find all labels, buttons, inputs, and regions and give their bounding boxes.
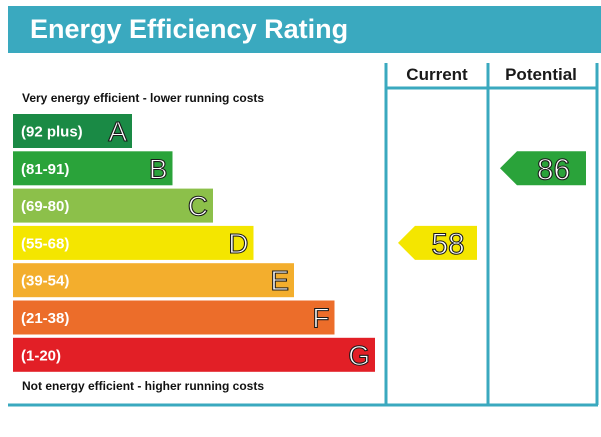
potential-rating-arrow-shape	[500, 151, 586, 186]
band-f: (21-38) F	[13, 300, 335, 335]
rating-arrows: 58 86	[398, 151, 586, 261]
band-bar-c	[13, 188, 213, 223]
band-letter-f: F	[312, 303, 329, 334]
band-range-f: (21-38)	[21, 310, 69, 327]
band-bar-a	[13, 114, 132, 148]
band-range-d: (55-68)	[21, 235, 69, 252]
rating-bands: (92 plus) A (81-91) B (69-80) C (55-68) D (39-54…	[13, 114, 375, 372]
band-c: (69-80) C	[13, 188, 213, 223]
band-range-a: (92 plus)	[21, 124, 83, 141]
table-frame	[8, 63, 599, 407]
band-letter-b: B	[149, 153, 168, 184]
band-bar-e	[13, 263, 294, 298]
band-b: (81-91) B	[13, 151, 173, 186]
band-bar-g	[13, 337, 375, 372]
band-letter-d: D	[228, 228, 248, 259]
current-rating-arrow-value: 58	[431, 228, 464, 261]
band-letter-c: C	[188, 191, 208, 222]
column-header-potential: Potential	[505, 65, 577, 84]
caption-bottom: Not energy efficient - higher running co…	[22, 379, 264, 393]
chart-title: Energy Efficiency Rating	[8, 6, 601, 53]
potential-rating-arrow: 86	[500, 151, 586, 187]
band-e: (39-54) E	[13, 263, 294, 298]
band-letter-a: A	[108, 116, 127, 147]
current-rating-arrow: 58	[398, 225, 477, 261]
potential-rating-arrow-value: 86	[537, 153, 570, 186]
band-range-c: (69-80)	[21, 198, 69, 215]
band-range-g: (1-20)	[21, 347, 61, 364]
band-range-b: (81-91)	[21, 161, 69, 178]
current-rating-arrow-shape	[398, 225, 477, 260]
band-d: (55-68) D	[13, 225, 254, 260]
band-range-e: (39-54)	[21, 273, 69, 290]
caption-top: Very energy efficient - lower running co…	[22, 91, 264, 105]
band-bar-b	[13, 151, 173, 186]
band-a: (92 plus) A	[13, 114, 132, 148]
band-bar-f	[13, 300, 335, 335]
band-letter-g: G	[348, 340, 370, 371]
column-header-current: Current	[406, 65, 468, 84]
band-letter-e: E	[270, 265, 289, 296]
band-g: (1-20) G	[13, 337, 375, 372]
band-bar-d	[13, 225, 254, 260]
